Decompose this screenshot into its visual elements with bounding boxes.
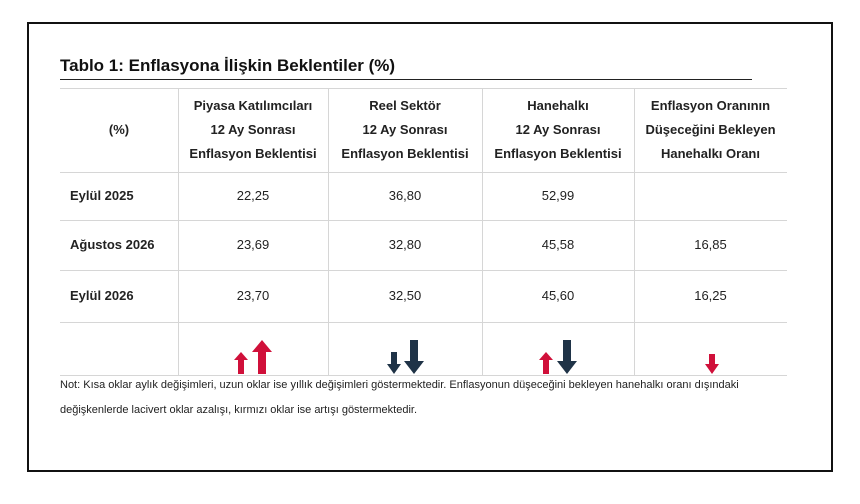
header-line: Enflasyon Oranının bbox=[650, 98, 771, 113]
cell: 22,25 bbox=[236, 188, 270, 203]
header-line: 12 Ay Sonrası bbox=[210, 122, 296, 137]
note-line: değişkenlerde lacivert oklar azalışı, kı… bbox=[60, 404, 418, 416]
cell: 32,80 bbox=[388, 237, 422, 252]
title-rule bbox=[60, 79, 752, 80]
header-line: (%) bbox=[108, 122, 130, 137]
col-line bbox=[634, 88, 635, 375]
cell: 45,58 bbox=[541, 237, 575, 252]
header-cell: Enflasyon Oranının Düşeceğini Bekleyen Han… bbox=[634, 88, 787, 172]
header-line: 12 Ay Sonrası bbox=[515, 122, 601, 137]
header-line: Düşeceğini Bekleyen bbox=[645, 122, 776, 137]
table-title: Tablo 1: Enflasyona İlişkin Beklentiler … bbox=[60, 56, 396, 75]
row-label: Ağustos 2026 bbox=[70, 237, 155, 252]
note-line: Not: Kısa oklar aylık değişimleri, uzun … bbox=[60, 379, 739, 391]
cell: 32,50 bbox=[388, 288, 422, 303]
cell: 23,69 bbox=[236, 237, 270, 252]
header-line: Enflasyon Beklentisi bbox=[189, 146, 317, 161]
row-line bbox=[60, 375, 787, 376]
cell: 16,85 bbox=[694, 237, 727, 252]
row-line bbox=[60, 322, 787, 323]
row-label: Eylül 2025 bbox=[70, 188, 134, 203]
header-line: Hanehalkı bbox=[527, 98, 589, 113]
cell: 36,80 bbox=[388, 188, 422, 203]
header-cell: Hanehalkı 12 Ay Sonrası Enflasyon Beklenti… bbox=[482, 88, 634, 172]
header-cell: (%) bbox=[60, 88, 178, 172]
arrow-down-navy bbox=[404, 340, 424, 374]
arrow-up-red bbox=[234, 352, 248, 374]
row-line bbox=[60, 88, 787, 89]
arrow-down-navy bbox=[387, 352, 401, 374]
table: (%) Piyasa Katılımcıları 12 Ay Sonrası Enfl… bbox=[60, 88, 787, 376]
frame bbox=[27, 22, 833, 472]
row-line bbox=[60, 270, 787, 271]
header-line: Piyasa Katılımcıları bbox=[193, 98, 313, 113]
arrow-up-red bbox=[539, 352, 553, 374]
header-line: Hanehalkı Oranı bbox=[661, 146, 760, 161]
arrow-down-red bbox=[705, 354, 719, 374]
col-line bbox=[328, 88, 329, 375]
cell: 23,70 bbox=[236, 288, 270, 303]
arrow-up-red bbox=[252, 340, 272, 374]
arrow-down-navy bbox=[557, 340, 577, 374]
col-line bbox=[178, 88, 179, 375]
row-line bbox=[60, 172, 787, 173]
header-line: Enflasyon Beklentisi bbox=[341, 146, 469, 161]
row-line bbox=[60, 220, 787, 221]
header-line: Reel Sektör bbox=[369, 98, 441, 113]
row-label: Eylül 2026 bbox=[70, 288, 134, 303]
cell: 16,25 bbox=[694, 288, 727, 303]
cell: 52,99 bbox=[541, 188, 575, 203]
cell: 45,60 bbox=[541, 288, 575, 303]
header-cell: Piyasa Katılımcıları 12 Ay Sonrası Enflasy… bbox=[178, 88, 328, 172]
header-line: Enflasyon Beklentisi bbox=[494, 146, 622, 161]
col-line bbox=[482, 88, 483, 375]
header-line: 12 Ay Sonrası bbox=[362, 122, 448, 137]
header-cell: Reel Sektör 12 Ay Sonrası Enflasyon Beklen… bbox=[328, 88, 482, 172]
